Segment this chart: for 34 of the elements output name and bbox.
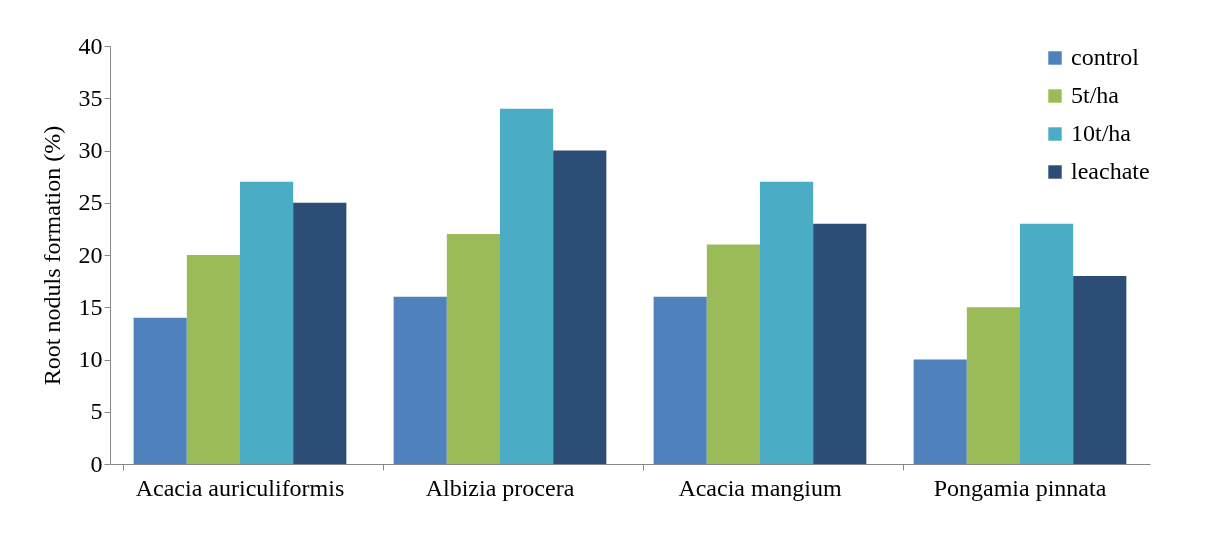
y-tick-label: 35 [78,84,103,111]
bar [913,359,967,464]
legend-label: 10t/ha [1071,120,1132,146]
bar [553,150,607,464]
y-tick-label: 5 [90,398,103,425]
bar [1073,275,1127,464]
y-axis-title: Root noduls formation (%) [38,125,65,386]
bar [500,108,554,464]
bar [186,255,240,464]
bar [293,202,347,464]
x-tick-label: Acacia auriculiformis [135,474,345,501]
bar [133,317,187,464]
bar [706,244,760,464]
bar [760,181,814,464]
legend-label: leachate [1071,158,1150,184]
x-tick-label: Acacia mangium [678,474,842,501]
bar [240,181,294,464]
bar [653,296,707,464]
x-tick-label: Albizia procera [425,474,575,501]
bar [813,223,867,464]
legend-label: control [1071,44,1140,70]
bar [1020,223,1074,464]
bar [446,234,500,464]
bar [966,307,1020,464]
y-tick-label: 0 [90,450,103,477]
legend-label: 5t/ha [1071,82,1120,108]
y-tick-label: 15 [78,293,103,320]
y-tick-label: 30 [78,137,103,163]
x-tick-label: Pongamia pinnata [933,474,1107,501]
y-tick-label: 20 [78,241,103,268]
bar [393,296,447,464]
y-tick-label: 40 [78,32,103,59]
y-tick-label: 25 [78,189,103,216]
y-tick-label: 10 [78,346,103,372]
